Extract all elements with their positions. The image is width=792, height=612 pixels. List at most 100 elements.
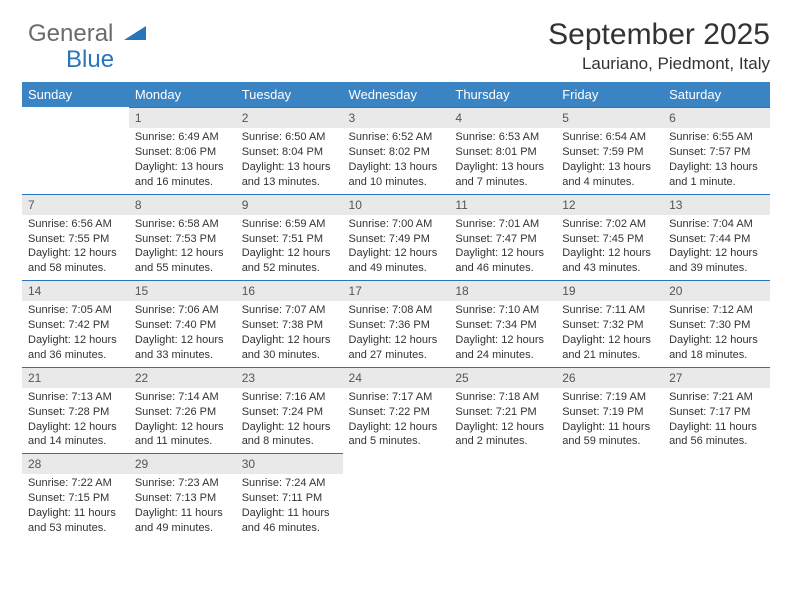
- day-body: Sunrise: 6:50 AMSunset: 8:04 PMDaylight:…: [236, 128, 343, 193]
- sunset-text: Sunset: 7:17 PM: [669, 405, 764, 420]
- sunrise-text: Sunrise: 7:22 AM: [28, 476, 123, 491]
- sunset-text: Sunset: 7:51 PM: [242, 232, 337, 247]
- daylight-text: Daylight: 11 hours and 56 minutes.: [669, 420, 764, 450]
- calendar-empty-cell: [22, 107, 129, 194]
- calendar-day-cell: 26Sunrise: 7:19 AMSunset: 7:19 PMDayligh…: [556, 367, 663, 454]
- sunrise-text: Sunrise: 6:53 AM: [455, 130, 550, 145]
- calendar-day-cell: 22Sunrise: 7:14 AMSunset: 7:26 PMDayligh…: [129, 367, 236, 454]
- sunrise-text: Sunrise: 6:58 AM: [135, 217, 230, 232]
- sunset-text: Sunset: 7:26 PM: [135, 405, 230, 420]
- sunset-text: Sunset: 7:22 PM: [349, 405, 444, 420]
- daylight-text: Daylight: 12 hours and 52 minutes.: [242, 246, 337, 276]
- day-body: Sunrise: 7:21 AMSunset: 7:17 PMDaylight:…: [663, 388, 770, 453]
- calendar-day-cell: 16Sunrise: 7:07 AMSunset: 7:38 PMDayligh…: [236, 280, 343, 367]
- calendar-table: SundayMondayTuesdayWednesdayThursdayFrid…: [22, 82, 770, 540]
- calendar-day-cell: 12Sunrise: 7:02 AMSunset: 7:45 PMDayligh…: [556, 194, 663, 281]
- sunrise-text: Sunrise: 7:10 AM: [455, 303, 550, 318]
- weekday-header: Saturday: [663, 82, 770, 107]
- sunset-text: Sunset: 7:11 PM: [242, 491, 337, 506]
- daylight-text: Daylight: 13 hours and 13 minutes.: [242, 160, 337, 190]
- sunrise-text: Sunrise: 7:16 AM: [242, 390, 337, 405]
- day-body: Sunrise: 7:11 AMSunset: 7:32 PMDaylight:…: [556, 301, 663, 366]
- calendar-day-cell: 15Sunrise: 7:06 AMSunset: 7:40 PMDayligh…: [129, 280, 236, 367]
- calendar-week-row: 14Sunrise: 7:05 AMSunset: 7:42 PMDayligh…: [22, 280, 770, 367]
- daylight-text: Daylight: 12 hours and 55 minutes.: [135, 246, 230, 276]
- daylight-text: Daylight: 12 hours and 24 minutes.: [455, 333, 550, 363]
- day-body: Sunrise: 7:02 AMSunset: 7:45 PMDaylight:…: [556, 215, 663, 280]
- daylight-text: Daylight: 12 hours and 39 minutes.: [669, 246, 764, 276]
- logo-triangle-icon: [124, 26, 146, 42]
- calendar-week-row: 1Sunrise: 6:49 AMSunset: 8:06 PMDaylight…: [22, 107, 770, 194]
- daylight-text: Daylight: 12 hours and 5 minutes.: [349, 420, 444, 450]
- weekday-header-row: SundayMondayTuesdayWednesdayThursdayFrid…: [22, 82, 770, 107]
- weekday-header: Thursday: [449, 82, 556, 107]
- daylight-text: Daylight: 13 hours and 4 minutes.: [562, 160, 657, 190]
- day-number: 5: [556, 107, 663, 128]
- sunrise-text: Sunrise: 6:59 AM: [242, 217, 337, 232]
- daylight-text: Daylight: 12 hours and 33 minutes.: [135, 333, 230, 363]
- day-body: Sunrise: 7:13 AMSunset: 7:28 PMDaylight:…: [22, 388, 129, 453]
- daylight-text: Daylight: 11 hours and 59 minutes.: [562, 420, 657, 450]
- calendar-day-cell: 27Sunrise: 7:21 AMSunset: 7:17 PMDayligh…: [663, 367, 770, 454]
- sunrise-text: Sunrise: 7:23 AM: [135, 476, 230, 491]
- day-number: 12: [556, 194, 663, 215]
- day-number: 7: [22, 194, 129, 215]
- calendar-day-cell: 20Sunrise: 7:12 AMSunset: 7:30 PMDayligh…: [663, 280, 770, 367]
- daylight-text: Daylight: 12 hours and 21 minutes.: [562, 333, 657, 363]
- sunset-text: Sunset: 7:13 PM: [135, 491, 230, 506]
- calendar-day-cell: 18Sunrise: 7:10 AMSunset: 7:34 PMDayligh…: [449, 280, 556, 367]
- daylight-text: Daylight: 11 hours and 49 minutes.: [135, 506, 230, 536]
- calendar-day-cell: 11Sunrise: 7:01 AMSunset: 7:47 PMDayligh…: [449, 194, 556, 281]
- sunrise-text: Sunrise: 7:17 AM: [349, 390, 444, 405]
- day-body: Sunrise: 6:53 AMSunset: 8:01 PMDaylight:…: [449, 128, 556, 193]
- daylight-text: Daylight: 13 hours and 7 minutes.: [455, 160, 550, 190]
- sunrise-text: Sunrise: 6:55 AM: [669, 130, 764, 145]
- day-number: 6: [663, 107, 770, 128]
- day-body: Sunrise: 6:58 AMSunset: 7:53 PMDaylight:…: [129, 215, 236, 280]
- sunrise-text: Sunrise: 6:49 AM: [135, 130, 230, 145]
- day-body: Sunrise: 7:05 AMSunset: 7:42 PMDaylight:…: [22, 301, 129, 366]
- calendar-day-cell: 8Sunrise: 6:58 AMSunset: 7:53 PMDaylight…: [129, 194, 236, 281]
- calendar-day-cell: 17Sunrise: 7:08 AMSunset: 7:36 PMDayligh…: [343, 280, 450, 367]
- day-body: Sunrise: 7:18 AMSunset: 7:21 PMDaylight:…: [449, 388, 556, 453]
- sunrise-text: Sunrise: 7:05 AM: [28, 303, 123, 318]
- calendar-empty-cell: [343, 453, 450, 540]
- sunrise-text: Sunrise: 6:50 AM: [242, 130, 337, 145]
- sunrise-text: Sunrise: 7:24 AM: [242, 476, 337, 491]
- daylight-text: Daylight: 13 hours and 1 minute.: [669, 160, 764, 190]
- calendar-day-cell: 9Sunrise: 6:59 AMSunset: 7:51 PMDaylight…: [236, 194, 343, 281]
- day-body: Sunrise: 6:56 AMSunset: 7:55 PMDaylight:…: [22, 215, 129, 280]
- sunset-text: Sunset: 7:32 PM: [562, 318, 657, 333]
- day-number: 29: [129, 453, 236, 474]
- day-number: 17: [343, 280, 450, 301]
- day-body: Sunrise: 7:06 AMSunset: 7:40 PMDaylight:…: [129, 301, 236, 366]
- day-number: 22: [129, 367, 236, 388]
- day-number: 10: [343, 194, 450, 215]
- day-number: 23: [236, 367, 343, 388]
- logo-text-1: General: [28, 20, 113, 47]
- daylight-text: Daylight: 11 hours and 53 minutes.: [28, 506, 123, 536]
- sunset-text: Sunset: 8:06 PM: [135, 145, 230, 160]
- day-body: Sunrise: 7:00 AMSunset: 7:49 PMDaylight:…: [343, 215, 450, 280]
- sunrise-text: Sunrise: 7:02 AM: [562, 217, 657, 232]
- calendar-week-row: 21Sunrise: 7:13 AMSunset: 7:28 PMDayligh…: [22, 367, 770, 454]
- calendar-day-cell: 21Sunrise: 7:13 AMSunset: 7:28 PMDayligh…: [22, 367, 129, 454]
- calendar-day-cell: 10Sunrise: 7:00 AMSunset: 7:49 PMDayligh…: [343, 194, 450, 281]
- sunset-text: Sunset: 8:04 PM: [242, 145, 337, 160]
- calendar-day-cell: 7Sunrise: 6:56 AMSunset: 7:55 PMDaylight…: [22, 194, 129, 281]
- sunset-text: Sunset: 7:55 PM: [28, 232, 123, 247]
- logo: General Blue: [28, 20, 146, 74]
- calendar-day-cell: 24Sunrise: 7:17 AMSunset: 7:22 PMDayligh…: [343, 367, 450, 454]
- weekday-header: Sunday: [22, 82, 129, 107]
- sunrise-text: Sunrise: 7:11 AM: [562, 303, 657, 318]
- day-body: Sunrise: 7:16 AMSunset: 7:24 PMDaylight:…: [236, 388, 343, 453]
- day-number: 4: [449, 107, 556, 128]
- day-number: 8: [129, 194, 236, 215]
- day-body: Sunrise: 7:24 AMSunset: 7:11 PMDaylight:…: [236, 474, 343, 539]
- day-number: 14: [22, 280, 129, 301]
- sunset-text: Sunset: 7:49 PM: [349, 232, 444, 247]
- calendar-day-cell: 5Sunrise: 6:54 AMSunset: 7:59 PMDaylight…: [556, 107, 663, 194]
- day-number: 26: [556, 367, 663, 388]
- sunset-text: Sunset: 7:19 PM: [562, 405, 657, 420]
- calendar-day-cell: 29 Sunrise: 7:23 AMSunset: 7:13 PMDayligh…: [129, 453, 236, 540]
